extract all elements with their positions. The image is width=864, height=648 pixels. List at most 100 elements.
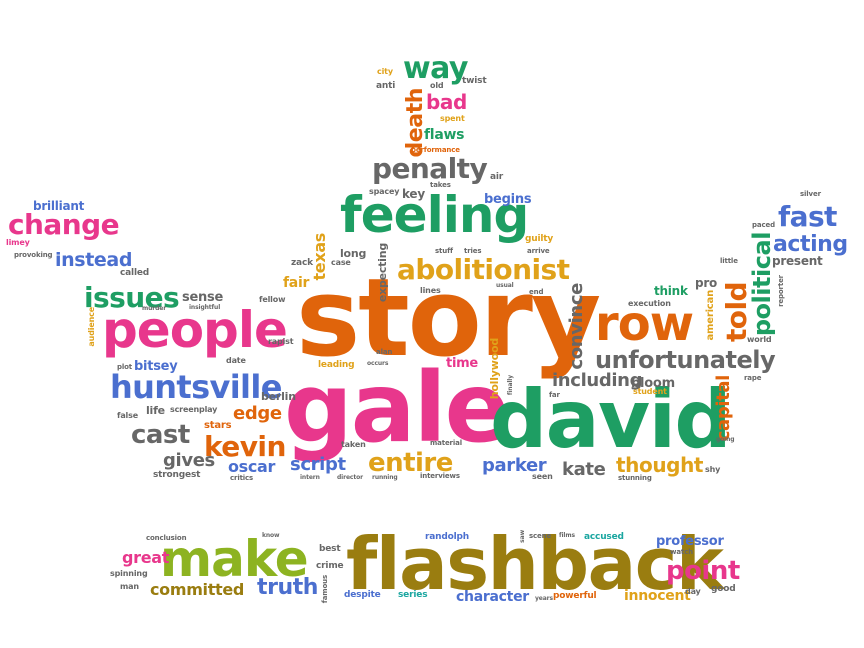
cloud-word: make <box>160 530 309 588</box>
cloud-word: people <box>102 301 288 359</box>
cloud-word: murder <box>142 305 167 312</box>
cloud-word: rapist <box>268 337 294 346</box>
cloud-word: saw <box>519 530 526 543</box>
cloud-word: crime <box>316 561 344 571</box>
cloud-word: row <box>595 296 694 352</box>
cloud-word: finally <box>507 375 514 396</box>
cloud-word: instead <box>55 249 133 271</box>
cloud-word: spent <box>440 114 465 123</box>
cloud-word: little <box>720 257 738 265</box>
cloud-word: despite <box>344 590 381 600</box>
cloud-word: story <box>296 256 601 381</box>
cloud-word: accused <box>584 532 624 542</box>
cloud-word: best <box>319 544 341 554</box>
cloud-word: unfortunately <box>595 346 776 374</box>
cloud-word: professor <box>656 534 724 549</box>
cloud-word: famous <box>321 575 329 604</box>
cloud-word: strongest <box>153 470 201 480</box>
cloud-word: world <box>747 335 772 344</box>
cloud-word: acting <box>773 232 848 257</box>
cloud-word: good <box>711 584 736 594</box>
cloud-word: stars <box>204 420 232 431</box>
cloud-word: old <box>430 81 444 90</box>
cloud-word: convince <box>566 283 587 370</box>
cloud-word: fair <box>283 275 310 291</box>
cloud-word: reporter <box>777 275 785 307</box>
cloud-word: feeling <box>340 186 529 244</box>
cloud-word: paced <box>752 221 775 229</box>
cloud-word: alan <box>376 348 393 356</box>
cloud-word: limey <box>6 238 30 247</box>
cloud-word: performance <box>411 146 460 154</box>
cloud-word: sense <box>182 290 224 305</box>
cloud-word: thought <box>616 453 704 477</box>
cloud-word: occurs <box>367 360 389 367</box>
cloud-word: shy <box>705 465 721 474</box>
cloud-word: takes <box>430 181 451 189</box>
cloud-word: berlin <box>261 390 296 403</box>
cloud-word: fellow <box>259 295 286 304</box>
cloud-word: point <box>666 556 740 586</box>
cloud-word: conclusion <box>146 534 187 542</box>
cloud-word: issues <box>84 281 180 314</box>
cloud-word: texas <box>310 233 329 281</box>
cloud-word: penalty <box>372 152 488 185</box>
cloud-word: material <box>430 439 462 447</box>
cloud-word: man <box>120 582 139 591</box>
cloud-word: audience <box>87 307 96 347</box>
cloud-word: flaws <box>424 127 465 143</box>
cloud-word: bad <box>426 90 467 114</box>
cloud-word: city <box>377 67 393 76</box>
cloud-word: powerful <box>553 591 597 601</box>
cloud-word: lines <box>420 286 441 295</box>
cloud-word: intern <box>300 474 320 481</box>
cloud-word: long <box>340 247 367 260</box>
cloud-word: provoking <box>14 251 53 259</box>
cloud-word: tries <box>464 247 482 255</box>
cloud-word: anti <box>376 81 396 91</box>
cloud-word: truth <box>257 575 319 600</box>
cloud-word: watch <box>670 548 693 556</box>
cloud-word: scene <box>529 532 552 540</box>
cloud-word: committed <box>150 580 245 599</box>
cloud-word: taken <box>341 440 366 449</box>
cloud-word: flashback <box>346 522 724 606</box>
cloud-word: usual <box>496 282 514 289</box>
cloud-word: spinning <box>110 569 148 578</box>
cloud-word: think <box>654 284 688 298</box>
cloud-word: kate <box>562 459 606 480</box>
cloud-word: series <box>398 590 428 600</box>
cloud-word: seen <box>532 472 553 481</box>
cloud-word: false <box>117 411 139 420</box>
cloud-word: capital <box>713 375 734 442</box>
cloud-word: american <box>705 290 716 341</box>
cloud-word: air <box>490 172 504 182</box>
cloud-word: plot <box>117 363 133 371</box>
cloud-word: change <box>8 208 120 241</box>
cloud-word: running <box>372 474 398 481</box>
cloud-word: date <box>226 356 246 365</box>
cloud-word: bloom <box>631 376 675 391</box>
cloud-word: far <box>549 391 560 399</box>
cloud-word: films <box>559 532 575 539</box>
cloud-word: interviews <box>420 472 460 480</box>
cloud-word: huntsville <box>110 368 282 406</box>
cloud-word: kevin <box>204 430 286 463</box>
cloud-word: way <box>403 51 468 86</box>
cloud-word: key <box>402 187 425 201</box>
cloud-word: rape <box>744 374 762 382</box>
cloud-word: day <box>685 587 701 596</box>
cloud-word: randolph <box>425 532 470 542</box>
cloud-word: political <box>748 232 776 337</box>
cloud-word: director <box>337 474 363 481</box>
cloud-word: life <box>146 404 165 417</box>
cloud-word: zack <box>291 258 313 268</box>
cloud-word: silver <box>800 190 821 198</box>
cloud-word: parker <box>482 455 547 476</box>
cloud-word: spacey <box>369 187 400 196</box>
cloud-word: years <box>535 595 553 602</box>
cloud-word: entire <box>368 448 453 478</box>
cloud-word: going <box>716 436 735 443</box>
cloud-word: critics <box>230 474 254 482</box>
cloud-word: present <box>772 254 823 268</box>
